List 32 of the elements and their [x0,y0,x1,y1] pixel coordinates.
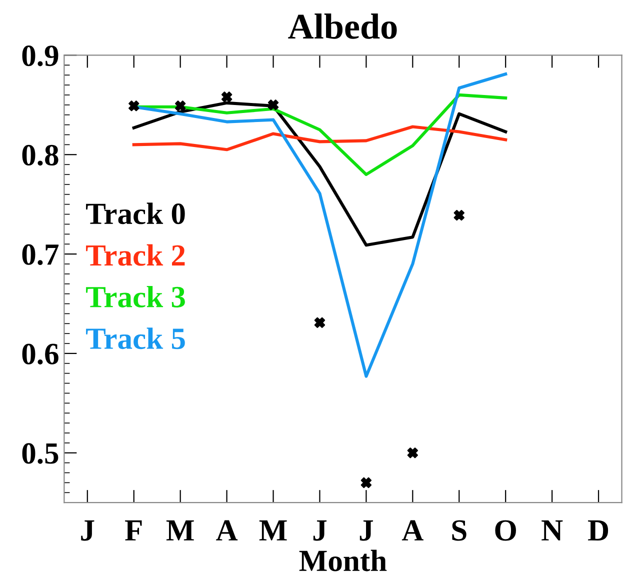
x-tick-label: J [360,520,373,541]
y-tick-label: 0.5 [22,443,58,464]
x-tick-label: J [81,520,94,541]
x-tick-label: D [588,520,608,540]
y-tick-label: 0.6 [22,344,58,364]
point [314,317,326,328]
point [407,448,418,458]
point [221,92,232,102]
text: Track 0 [86,202,185,224]
y-tick-label: 0.7 [22,244,59,266]
x-axis-title: Month [299,550,387,572]
x-tick-label: A [402,520,424,540]
x-tick-label: M [166,520,194,540]
point [128,100,140,112]
x-tick-label: A [216,520,238,540]
line-series [132,125,508,152]
point [454,210,464,221]
y-tick-label: 0.8 [22,144,58,166]
point [174,100,186,112]
y-tick-label: 0.9 [22,45,58,66]
x-tick-label: N [542,520,563,540]
x-tick-label: O [495,520,516,541]
x-tick-label: S [452,520,466,541]
x-tick-label: J [313,520,327,541]
text: Track 5 [86,328,185,350]
chart-title: Albedo [288,13,397,39]
text: Track 2 [86,244,185,266]
x-tick-label: M [259,520,287,540]
text: Track 3 [86,286,185,308]
x-tick-label: F [125,520,142,540]
point [268,100,279,110]
point [360,477,372,488]
